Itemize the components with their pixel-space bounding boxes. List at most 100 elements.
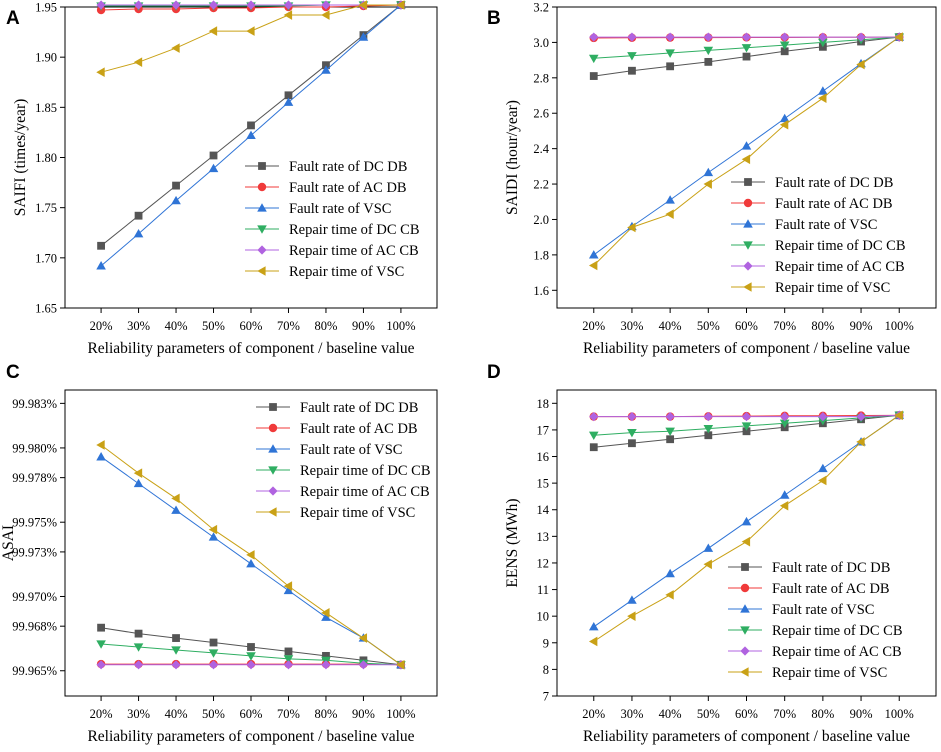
legend: Fault rate of DC DB Fault rate of AC DB Fa… [245,159,420,280]
y-axis-title: SAIDI (hour/year) [504,100,521,215]
y-axis-title: EENS (MWh) [504,498,521,587]
y-tick-label: 1.95 [35,1,57,15]
data-point [627,595,637,604]
data-point [741,536,751,547]
y-axis-title: ASAI [0,525,17,561]
y-tick-label: 2.6 [533,107,549,121]
x-tick-label: 70% [773,707,796,721]
legend-marker [740,583,750,593]
data-point [703,559,712,570]
data-point [133,468,143,478]
data-point [133,478,144,488]
y-tick-label: 2.0 [533,213,549,227]
data-point [780,32,790,42]
data-point [172,181,180,190]
data-point [703,179,712,189]
y-tick-label: 99.975% [12,516,57,530]
legend-label: Fault rate of AC DB [775,196,893,212]
data-point [703,543,714,552]
y-tick-label: 10 [537,610,550,624]
y-tick-label: 17 [537,423,550,437]
data-point [284,647,293,656]
data-point [246,550,255,560]
data-point [741,154,751,165]
series-dc-cb-repair [96,640,406,670]
data-point [172,634,180,642]
x-tick-label: 90% [352,319,375,333]
data-point [96,640,106,649]
data-point [321,612,331,621]
data-point [665,195,675,204]
data-point [133,0,144,10]
data-point [627,32,637,42]
x-tick-label: 30% [127,319,150,333]
legend: Fault rate of DC DB Fault rate of AC DB Fa… [731,175,906,296]
data-point [856,59,865,70]
data-point [818,463,828,473]
series-vsc-repair [96,440,405,670]
data-point [358,633,368,643]
y-tick-label: 1.80 [35,151,57,165]
x-tick-label: 20% [582,319,605,333]
data-point [588,54,599,64]
data-point [665,427,675,437]
data-point [780,47,789,56]
x-tick-label: 70% [277,707,300,721]
y-tick-label: 13 [537,530,550,544]
data-point [780,412,790,422]
legend-marker [268,423,278,433]
y-tick-label: 1.75 [35,201,57,215]
y-tick-label: 2.2 [533,178,549,192]
legend-label: Repair time of DC CB [775,238,906,254]
data-point [703,46,714,56]
legend-label: Fault rate of DC DB [775,175,893,191]
data-point [208,532,219,541]
legend-marker [268,507,277,517]
data-point [209,151,218,160]
data-point [703,412,713,422]
legend-marker [268,486,278,496]
legend-marker [740,626,750,635]
data-point [741,32,752,42]
panel-letter: A [6,8,20,29]
legend-marker [258,162,266,170]
x-tick-label: 90% [850,319,873,333]
data-point [358,32,369,41]
legend-label: Fault rate of AC DB [300,421,418,437]
x-axis-title: Reliability parameters of component / ba… [87,340,414,357]
legend-label: Fault rate of VSC [775,217,877,233]
plot-frame [64,6,438,309]
data-point [703,32,713,42]
x-tick-label: 90% [352,707,375,721]
data-point [358,660,369,670]
legend-label: Repair time of AC CB [289,243,419,259]
x-axis-title: Reliability parameters of component / ba… [87,728,414,745]
data-point [741,44,752,53]
x-tick-label: 30% [620,707,643,721]
chart-panel-a: A 1.65 1.70 1.75 1.80 1.85 1.90 1.95 20% 30% 40% 50… [6,0,438,357]
x-tick-label: 60% [240,319,263,333]
data-point [171,0,181,10]
y-tick-label: 1.70 [35,251,57,265]
data-point [704,57,713,66]
x-tick-label: 40% [165,707,188,721]
data-point [208,524,218,535]
legend-marker [257,245,267,255]
data-point [171,660,181,670]
data-point [588,260,598,271]
legend-label: Fault rate of VSC [772,602,874,618]
data-point [171,493,180,504]
y-tick-label: 11 [537,583,549,597]
series-ac-cb-repair [96,660,406,670]
y-axis-title: SAIFI (times/year) [12,99,29,217]
y-tick-label: 1.90 [35,51,57,65]
x-tick-label: 80% [314,707,337,721]
y-tick-label: 12 [537,556,550,570]
data-point [588,622,599,631]
panel-letter: D [487,362,501,383]
data-point [741,412,752,422]
data-point [283,655,294,664]
x-tick-label: 30% [127,707,150,721]
data-point [246,652,256,661]
x-tick-label: 70% [773,319,796,333]
